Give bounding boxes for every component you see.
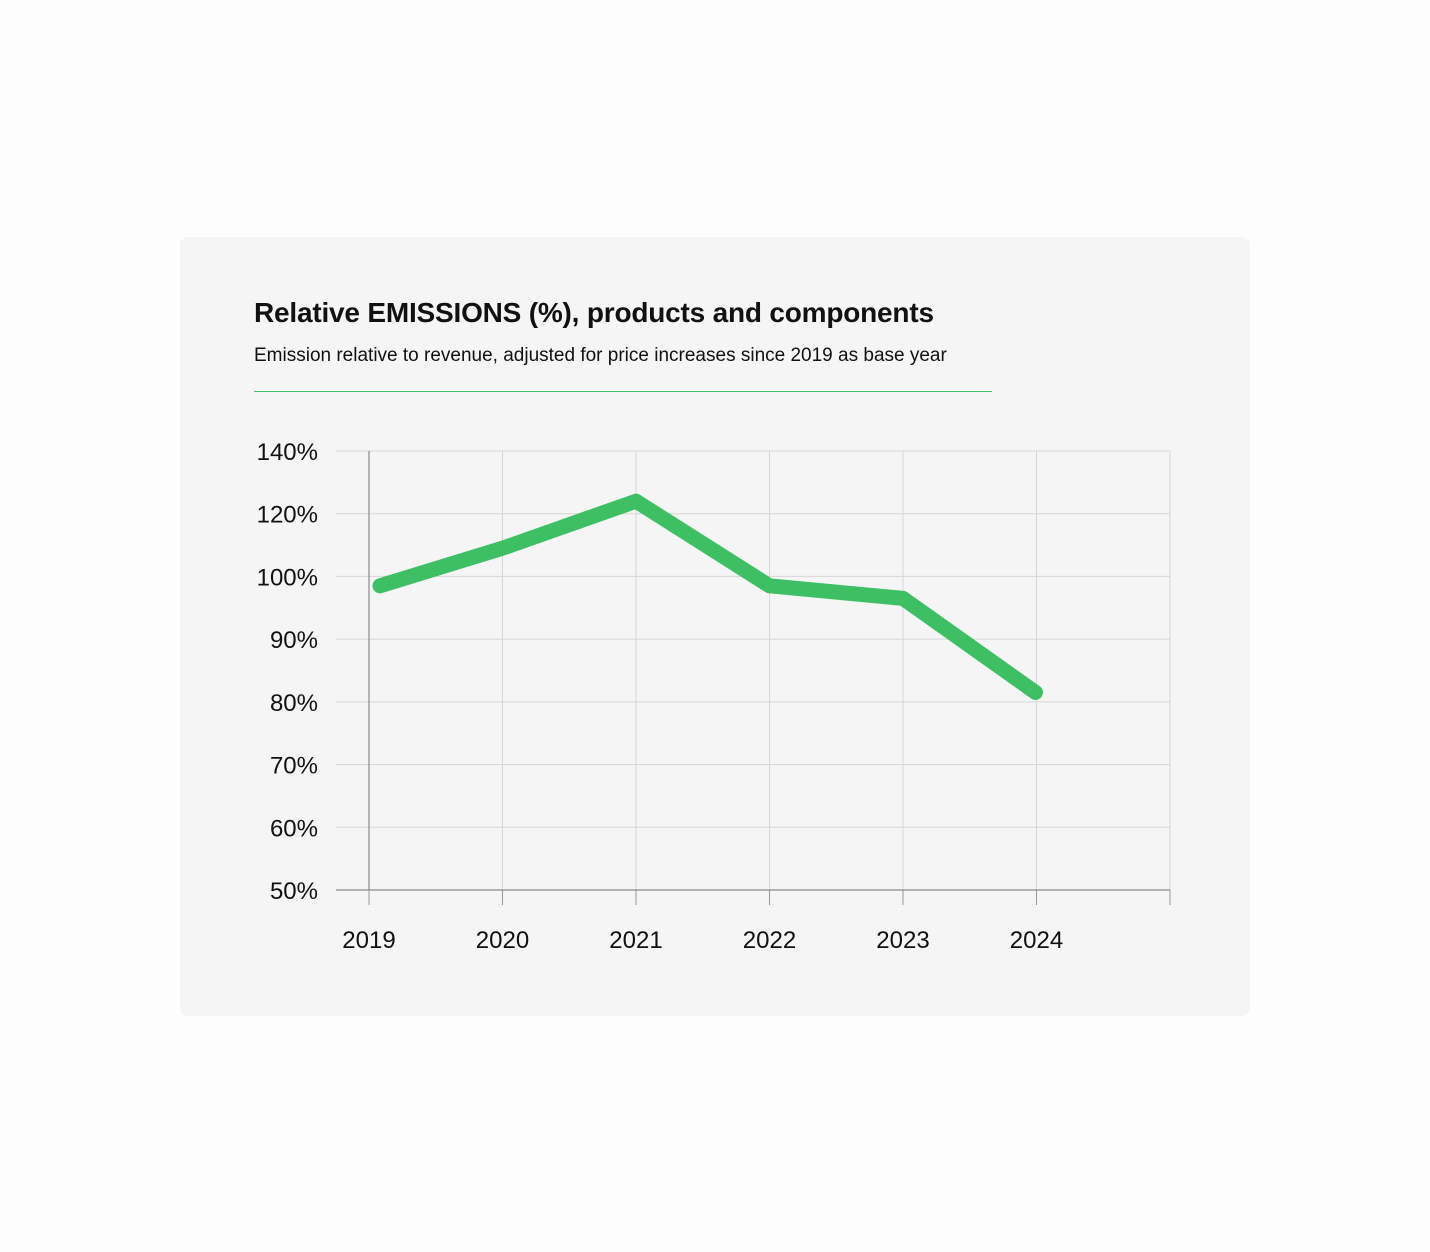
y-tick-label: 100% bbox=[257, 564, 318, 591]
series-line bbox=[372, 493, 1043, 700]
x-tick-label: 2024 bbox=[1010, 927, 1063, 954]
y-tick-label: 120% bbox=[257, 502, 318, 529]
y-tick-label: 50% bbox=[270, 878, 318, 905]
series-layer bbox=[372, 493, 1043, 700]
chart-title: Relative EMISSIONS (%), products and com… bbox=[254, 297, 934, 328]
x-tick-label: 2023 bbox=[876, 927, 929, 954]
axis-layer bbox=[336, 451, 1171, 905]
x-tick-label: 2021 bbox=[609, 927, 662, 954]
chart-subtitle: Emission relative to revenue, adjusted f… bbox=[254, 345, 947, 366]
x-tick-label: 2020 bbox=[476, 927, 529, 954]
y-tick-label: 80% bbox=[270, 690, 318, 717]
tick-label-layer: 50% 60% 70% 80% 90% 100% 120% 140% 2019 2020 2021 2… bbox=[257, 439, 1064, 954]
y-tick-label: 140% bbox=[257, 439, 318, 466]
y-tick-label: 90% bbox=[270, 627, 318, 654]
y-tick-label: 60% bbox=[270, 815, 318, 842]
title-divider bbox=[254, 391, 992, 392]
x-tick-label: 2019 bbox=[342, 927, 395, 954]
line-chart: 50% 60% 70% 80% 90% 100% 120% 140% 2019 2020 2021 2… bbox=[257, 439, 1171, 954]
chart-card: Relative EMISSIONS (%), products and com… bbox=[180, 237, 1250, 1016]
x-tick-label: 2022 bbox=[743, 927, 796, 954]
y-tick-label: 70% bbox=[270, 753, 318, 780]
grid-layer bbox=[336, 450, 1171, 890]
